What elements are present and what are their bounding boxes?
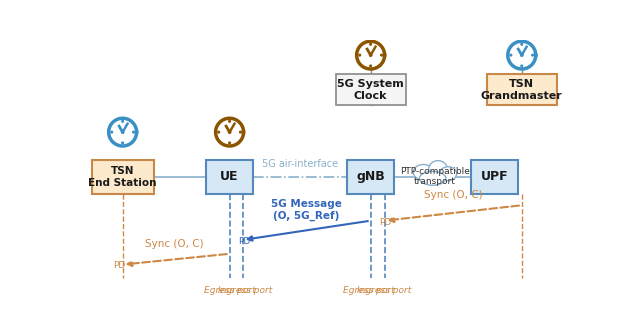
Text: gNB: gNB (356, 170, 385, 183)
FancyBboxPatch shape (487, 74, 557, 105)
Text: Ingress port: Ingress port (358, 286, 412, 295)
Text: TSN
End Station: TSN End Station (88, 166, 157, 188)
Text: Egress port: Egress port (343, 286, 395, 295)
Text: PTP-compatible
transport: PTP-compatible transport (400, 167, 470, 186)
FancyBboxPatch shape (92, 160, 154, 194)
Text: 5G Message
(O, 5G_Ref): 5G Message (O, 5G_Ref) (271, 199, 342, 221)
Circle shape (510, 43, 534, 67)
Text: Sync (O, C): Sync (O, C) (424, 190, 483, 200)
FancyBboxPatch shape (348, 160, 394, 194)
Text: UPF: UPF (481, 170, 508, 183)
Circle shape (132, 131, 134, 133)
Circle shape (381, 54, 382, 56)
Circle shape (218, 120, 241, 144)
Text: UE: UE (220, 170, 239, 183)
Circle shape (111, 131, 113, 133)
FancyBboxPatch shape (472, 160, 518, 194)
Circle shape (359, 43, 383, 67)
FancyBboxPatch shape (206, 160, 253, 194)
Circle shape (370, 65, 371, 67)
Text: 5G air-interface: 5G air-interface (262, 159, 338, 169)
Circle shape (218, 131, 220, 133)
Circle shape (359, 54, 360, 56)
FancyBboxPatch shape (336, 74, 406, 105)
Circle shape (122, 120, 124, 122)
Text: PD: PD (379, 218, 392, 227)
Text: Egress port: Egress port (204, 286, 255, 295)
Text: PD: PD (113, 261, 125, 270)
Ellipse shape (440, 167, 457, 181)
Text: PD: PD (238, 237, 250, 246)
Ellipse shape (413, 165, 433, 180)
Circle shape (111, 120, 134, 144)
Circle shape (122, 131, 124, 133)
Ellipse shape (419, 171, 446, 185)
Circle shape (370, 43, 371, 45)
Circle shape (228, 142, 230, 144)
Text: Sync (O, C): Sync (O, C) (145, 239, 204, 249)
Circle shape (228, 120, 230, 122)
Circle shape (122, 142, 124, 144)
Circle shape (369, 54, 372, 56)
Circle shape (228, 131, 230, 133)
Circle shape (521, 43, 523, 45)
Text: TSN
Grandmaster: TSN Grandmaster (481, 79, 563, 101)
Circle shape (520, 54, 523, 56)
Text: Ingress port: Ingress port (218, 286, 272, 295)
Ellipse shape (429, 161, 447, 177)
Text: 5G System
Clock: 5G System Clock (337, 79, 404, 101)
Circle shape (510, 54, 512, 56)
Circle shape (521, 65, 523, 67)
Circle shape (239, 131, 241, 133)
Circle shape (532, 54, 534, 56)
